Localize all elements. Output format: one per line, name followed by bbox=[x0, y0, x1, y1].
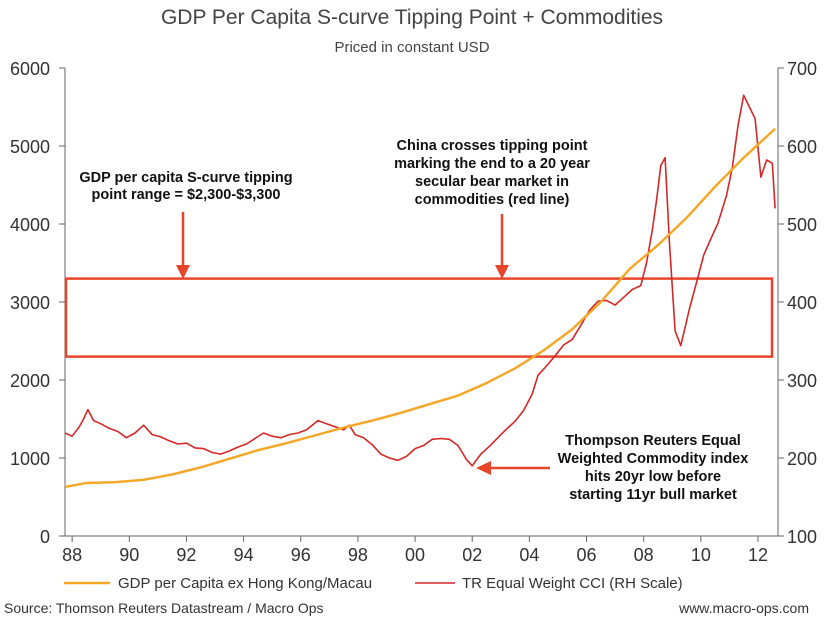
x-tick-label: 00 bbox=[405, 545, 425, 565]
x-tick-label: 10 bbox=[691, 545, 711, 565]
right-tick-label: 600 bbox=[787, 137, 817, 157]
left-tick-label: 1000 bbox=[10, 449, 50, 469]
annotation-tipping-line-2: point range = $2,300-$3,300 bbox=[92, 187, 281, 203]
right-tick-label: 300 bbox=[787, 371, 817, 391]
annotation-china-line-4: commodities (red line) bbox=[415, 192, 570, 208]
legend-label-gdp: GDP per Capita ex Hong Kong/Macau bbox=[118, 575, 372, 592]
annotation-thompson-line-2: Weighted Commodity index bbox=[558, 451, 749, 467]
tipping-arrow-head-icon bbox=[176, 265, 190, 279]
annotation-thompson: Thompson Reuters Equal Weighted Commodit… bbox=[476, 433, 748, 503]
right-tick-label: 500 bbox=[787, 215, 817, 235]
right-tick-label: 700 bbox=[787, 59, 817, 79]
chart-title: GDP Per Capita S-curve Tipping Point + C… bbox=[161, 6, 663, 29]
annotation-tipping-range: GDP per capita S-curve tipping point ran… bbox=[79, 170, 293, 279]
right-tick-label: 400 bbox=[787, 293, 817, 313]
x-tick-label: 04 bbox=[519, 545, 539, 565]
left-tick-label: 2000 bbox=[10, 371, 50, 391]
website-url: www.macro-ops.com bbox=[678, 600, 809, 616]
left-tick-label: 0 bbox=[40, 527, 50, 547]
x-tick-label: 02 bbox=[462, 545, 482, 565]
x-axis-ticks: 88 90 92 94 96 98 00 02 04 06 08 10 12 bbox=[62, 536, 768, 565]
x-tick-label: 88 bbox=[62, 545, 82, 565]
legend: GDP per Capita ex Hong Kong/Macau TR Equ… bbox=[64, 575, 683, 592]
source-note: Source: Thomson Reuters Datastream / Mac… bbox=[4, 600, 324, 616]
x-tick-label: 06 bbox=[577, 545, 597, 565]
left-tick-label: 6000 bbox=[10, 59, 50, 79]
gdp-per-capita-line bbox=[64, 127, 776, 489]
left-tick-label: 5000 bbox=[10, 137, 50, 157]
left-tick-label: 4000 bbox=[10, 215, 50, 235]
annotation-china-line-3: secular bear market in bbox=[415, 174, 569, 190]
x-tick-label: 94 bbox=[234, 545, 254, 565]
left-tick-label: 3000 bbox=[10, 293, 50, 313]
tr-cci-line bbox=[64, 94, 776, 467]
left-axis-ticks: 0 1000 2000 3000 4000 5000 6000 bbox=[10, 59, 65, 547]
annotation-china-line-2: marking the end to a 20 year bbox=[394, 156, 590, 172]
right-axis-ticks: 100 200 300 400 500 600 700 bbox=[778, 59, 817, 547]
x-tick-label: 98 bbox=[348, 545, 368, 565]
legend-label-cci: TR Equal Weight CCI (RH Scale) bbox=[462, 575, 683, 592]
annotation-thompson-line-3: hits 20yr low before bbox=[585, 469, 721, 485]
annotation-tipping-line-1: GDP per capita S-curve tipping bbox=[79, 170, 292, 186]
x-tick-label: 08 bbox=[634, 545, 654, 565]
x-tick-label: 92 bbox=[176, 545, 196, 565]
china-arrow-head-icon bbox=[495, 265, 509, 279]
annotation-thompson-line-1: Thompson Reuters Equal bbox=[565, 433, 741, 449]
annotation-thompson-line-4: starting 11yr bull market bbox=[569, 487, 737, 503]
x-tick-label: 90 bbox=[119, 545, 139, 565]
annotation-china: China crosses tipping point marking the … bbox=[394, 138, 590, 279]
right-tick-label: 200 bbox=[787, 449, 817, 469]
tipping-point-band bbox=[64, 277, 774, 358]
x-tick-label: 12 bbox=[748, 545, 768, 565]
thompson-arrow-head-icon bbox=[476, 461, 491, 475]
chart-subtitle: Priced in constant USD bbox=[334, 39, 489, 56]
annotation-china-line-1: China crosses tipping point bbox=[397, 138, 588, 154]
right-tick-label: 100 bbox=[787, 527, 817, 547]
x-tick-label: 96 bbox=[291, 545, 311, 565]
